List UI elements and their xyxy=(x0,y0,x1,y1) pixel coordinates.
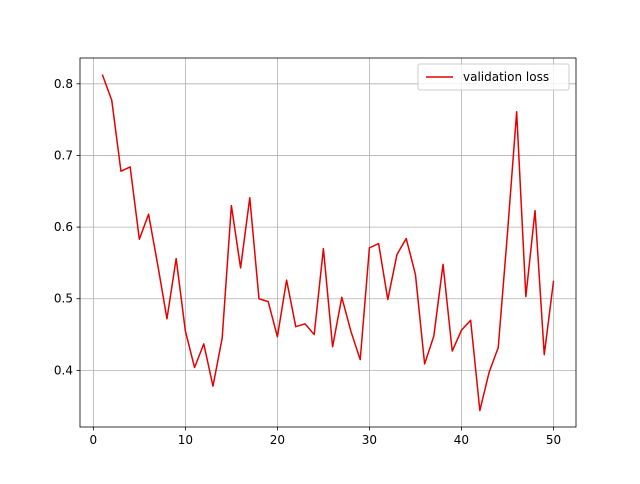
x-tick-label: 0 xyxy=(90,433,98,447)
x-tick-label: 30 xyxy=(362,433,377,447)
x-tick-label: 10 xyxy=(178,433,193,447)
y-axis: 0.4 0.5 0.6 0.7 0.8 xyxy=(54,77,80,377)
y-tick-label: 0.5 xyxy=(54,292,73,306)
y-tick-label: 0.8 xyxy=(54,77,73,91)
x-tick-label: 20 xyxy=(270,433,285,447)
legend-label: validation loss xyxy=(463,70,549,84)
legend: validation loss xyxy=(417,63,570,91)
y-tick-label: 0.4 xyxy=(54,363,73,377)
y-tick-label: 0.7 xyxy=(54,148,73,162)
x-tick-label: 50 xyxy=(546,433,561,447)
x-axis: 0 10 20 30 40 50 xyxy=(90,427,561,447)
series-layer xyxy=(101,74,555,412)
plot-frame xyxy=(79,57,577,428)
legend-box xyxy=(417,63,570,91)
x-tick-label: 40 xyxy=(454,433,469,447)
y-tick-label: 0.6 xyxy=(54,220,73,234)
series-line-validation-loss xyxy=(101,74,555,412)
